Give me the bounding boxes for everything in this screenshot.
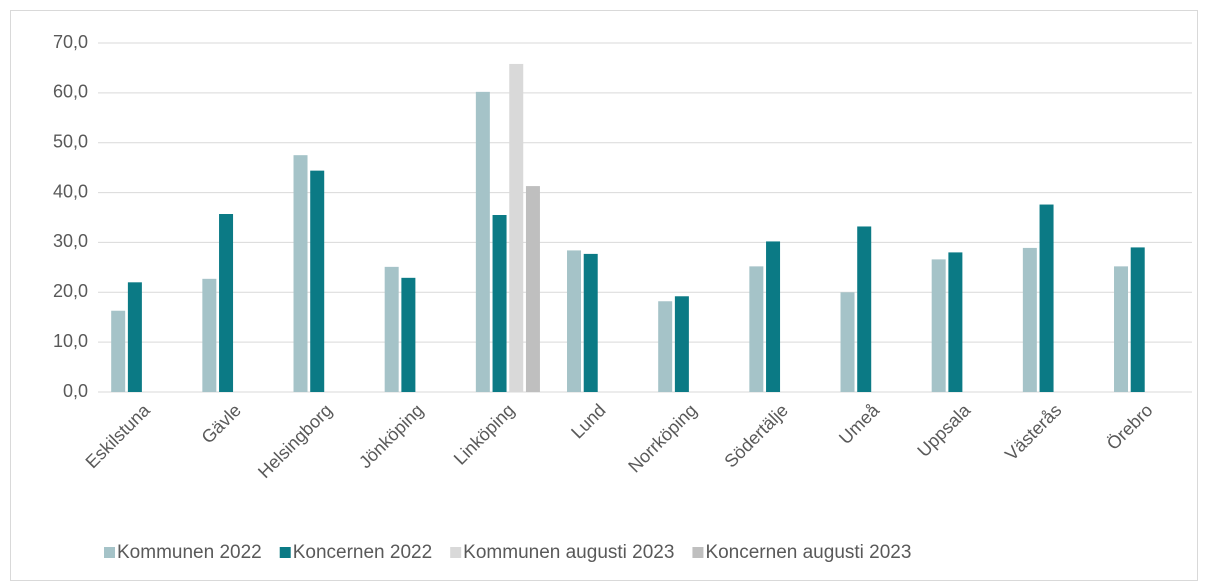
legend-swatch [279, 547, 291, 558]
bar [1022, 247, 1037, 392]
bar [948, 252, 963, 392]
y-tick-label: 60,0 [53, 82, 88, 102]
legend-swatch [692, 547, 704, 558]
bar [1130, 247, 1145, 392]
bar [583, 253, 598, 392]
legend-swatch [104, 547, 115, 558]
bar [931, 259, 946, 392]
chart-border [10, 10, 1198, 581]
legend-swatch [450, 547, 462, 558]
bar [310, 170, 325, 392]
legend-label: Koncernen 2022 [293, 542, 432, 563]
y-tick-label: 10,0 [53, 331, 88, 351]
y-tick-label: 20,0 [53, 281, 88, 301]
bar [127, 282, 142, 392]
y-tick-label: 30,0 [53, 231, 88, 251]
bar [401, 277, 416, 392]
bar [749, 266, 764, 392]
bar [202, 278, 217, 392]
bar [509, 63, 524, 392]
bar [1114, 266, 1129, 392]
y-tick-label: 50,0 [53, 131, 88, 151]
bar [492, 215, 507, 392]
legend-label: Kommunen 2022 [117, 542, 262, 563]
y-tick-label: 40,0 [53, 181, 88, 201]
bar [1039, 204, 1054, 392]
bar [111, 310, 126, 392]
bar [857, 226, 872, 392]
y-tick-label: 0,0 [63, 381, 88, 401]
bar [219, 214, 234, 392]
legend-label: Kommunen augusti 2023 [463, 542, 674, 563]
bar [674, 296, 689, 392]
bar [840, 292, 855, 392]
bar [384, 266, 399, 392]
bar [658, 301, 673, 392]
bar [766, 241, 781, 392]
bar [475, 91, 490, 393]
bar [567, 250, 582, 392]
legend-label: Koncernen augusti 2023 [705, 542, 911, 563]
y-tick-label: 70,0 [53, 32, 88, 52]
bar [525, 186, 540, 392]
bar [293, 155, 308, 392]
